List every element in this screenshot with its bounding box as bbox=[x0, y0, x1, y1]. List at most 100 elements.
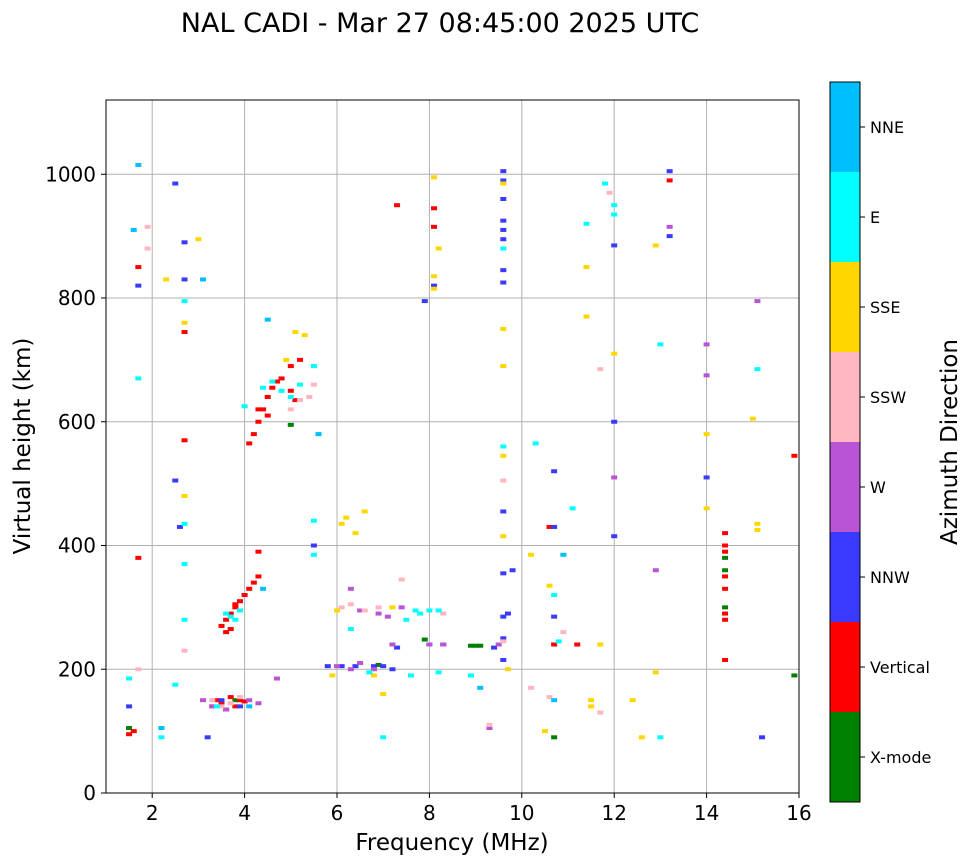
data-point bbox=[435, 670, 442, 675]
data-point bbox=[370, 673, 377, 678]
data-point bbox=[223, 630, 230, 635]
colorbar-tick-label: W bbox=[870, 478, 886, 497]
data-point bbox=[551, 642, 558, 647]
data-point bbox=[176, 524, 183, 529]
x-tick-label: 4 bbox=[238, 801, 251, 825]
data-point bbox=[130, 729, 137, 734]
data-point bbox=[657, 735, 664, 740]
data-point bbox=[722, 605, 729, 610]
data-point bbox=[722, 657, 729, 662]
data-point bbox=[551, 614, 558, 619]
data-point bbox=[246, 704, 253, 709]
data-point bbox=[754, 528, 761, 533]
data-point bbox=[370, 664, 377, 669]
data-point bbox=[431, 286, 438, 291]
data-point bbox=[666, 169, 673, 174]
data-point bbox=[241, 593, 248, 597]
data-point bbox=[629, 698, 636, 703]
data-point bbox=[181, 648, 188, 653]
data-point bbox=[500, 364, 507, 369]
data-point bbox=[260, 586, 267, 591]
data-point bbox=[181, 494, 188, 498]
data-point bbox=[310, 518, 317, 523]
data-point bbox=[213, 698, 220, 703]
data-point bbox=[500, 227, 507, 232]
data-point bbox=[472, 643, 479, 648]
colorbar-segment bbox=[830, 82, 860, 172]
data-point bbox=[223, 617, 230, 622]
data-point bbox=[195, 237, 202, 242]
data-point bbox=[666, 224, 673, 229]
data-point bbox=[181, 330, 188, 335]
data-point bbox=[264, 317, 271, 322]
data-point bbox=[380, 664, 387, 669]
data-point bbox=[218, 701, 225, 706]
data-point bbox=[236, 599, 243, 604]
data-point bbox=[500, 657, 507, 662]
data-point bbox=[703, 373, 710, 378]
data-point bbox=[218, 698, 225, 703]
data-point bbox=[236, 608, 243, 613]
x-axis-ticks: 2 4 6 8 10 12 14 16 bbox=[146, 793, 812, 825]
data-point bbox=[227, 695, 234, 700]
data-point bbox=[583, 265, 590, 270]
data-point bbox=[597, 642, 604, 647]
series-e bbox=[126, 181, 761, 740]
data-point bbox=[467, 643, 474, 648]
data-point bbox=[551, 469, 558, 474]
data-point bbox=[144, 246, 151, 251]
data-point bbox=[431, 283, 438, 288]
data-point bbox=[375, 605, 382, 610]
data-point bbox=[555, 639, 562, 644]
colorbar-segment bbox=[830, 622, 860, 712]
data-point bbox=[398, 605, 405, 610]
series-vertical bbox=[126, 178, 798, 737]
data-point bbox=[703, 432, 710, 437]
data-point bbox=[722, 568, 729, 573]
data-point bbox=[135, 283, 142, 288]
data-point bbox=[440, 642, 447, 647]
data-point bbox=[398, 577, 405, 582]
colorbar-tick-label: X-mode bbox=[870, 748, 931, 767]
data-point bbox=[722, 611, 729, 616]
data-point bbox=[278, 376, 285, 381]
data-point bbox=[791, 673, 798, 678]
data-point bbox=[297, 382, 304, 387]
data-point bbox=[227, 627, 234, 632]
data-point bbox=[297, 357, 304, 362]
series-sse bbox=[163, 175, 761, 740]
data-point bbox=[528, 552, 535, 557]
data-point bbox=[500, 197, 507, 201]
colorbar: X-mode Vertical NNW W SSW SSE E NNE bbox=[829, 81, 931, 803]
data-point bbox=[611, 243, 618, 248]
colorbar-tick-label: Vertical bbox=[870, 658, 930, 677]
data-point bbox=[338, 521, 345, 526]
x-tick-label: 10 bbox=[509, 801, 534, 825]
data-point bbox=[163, 277, 170, 282]
data-point bbox=[435, 608, 442, 613]
data-point bbox=[546, 524, 553, 529]
data-point bbox=[666, 234, 673, 239]
data-point bbox=[135, 265, 142, 270]
y-axis-ticks: 0 200 400 600 800 1000 bbox=[45, 162, 106, 805]
data-point bbox=[301, 333, 308, 338]
data-point bbox=[500, 509, 507, 514]
data-point bbox=[426, 642, 433, 647]
colorbar-tick-label: NNW bbox=[870, 568, 910, 587]
data-point bbox=[181, 240, 188, 245]
data-point bbox=[352, 531, 359, 536]
data-point bbox=[227, 614, 234, 619]
series-w bbox=[200, 224, 761, 731]
data-point bbox=[144, 224, 151, 229]
data-point bbox=[347, 586, 354, 591]
data-point bbox=[255, 419, 262, 424]
data-point bbox=[287, 395, 294, 399]
data-point bbox=[504, 667, 511, 672]
data-point bbox=[500, 614, 507, 619]
data-point bbox=[297, 398, 304, 403]
x-tick-label: 14 bbox=[694, 801, 719, 825]
data-point bbox=[218, 623, 225, 628]
y-tick-label: 400 bbox=[58, 534, 96, 558]
data-point bbox=[181, 320, 188, 325]
